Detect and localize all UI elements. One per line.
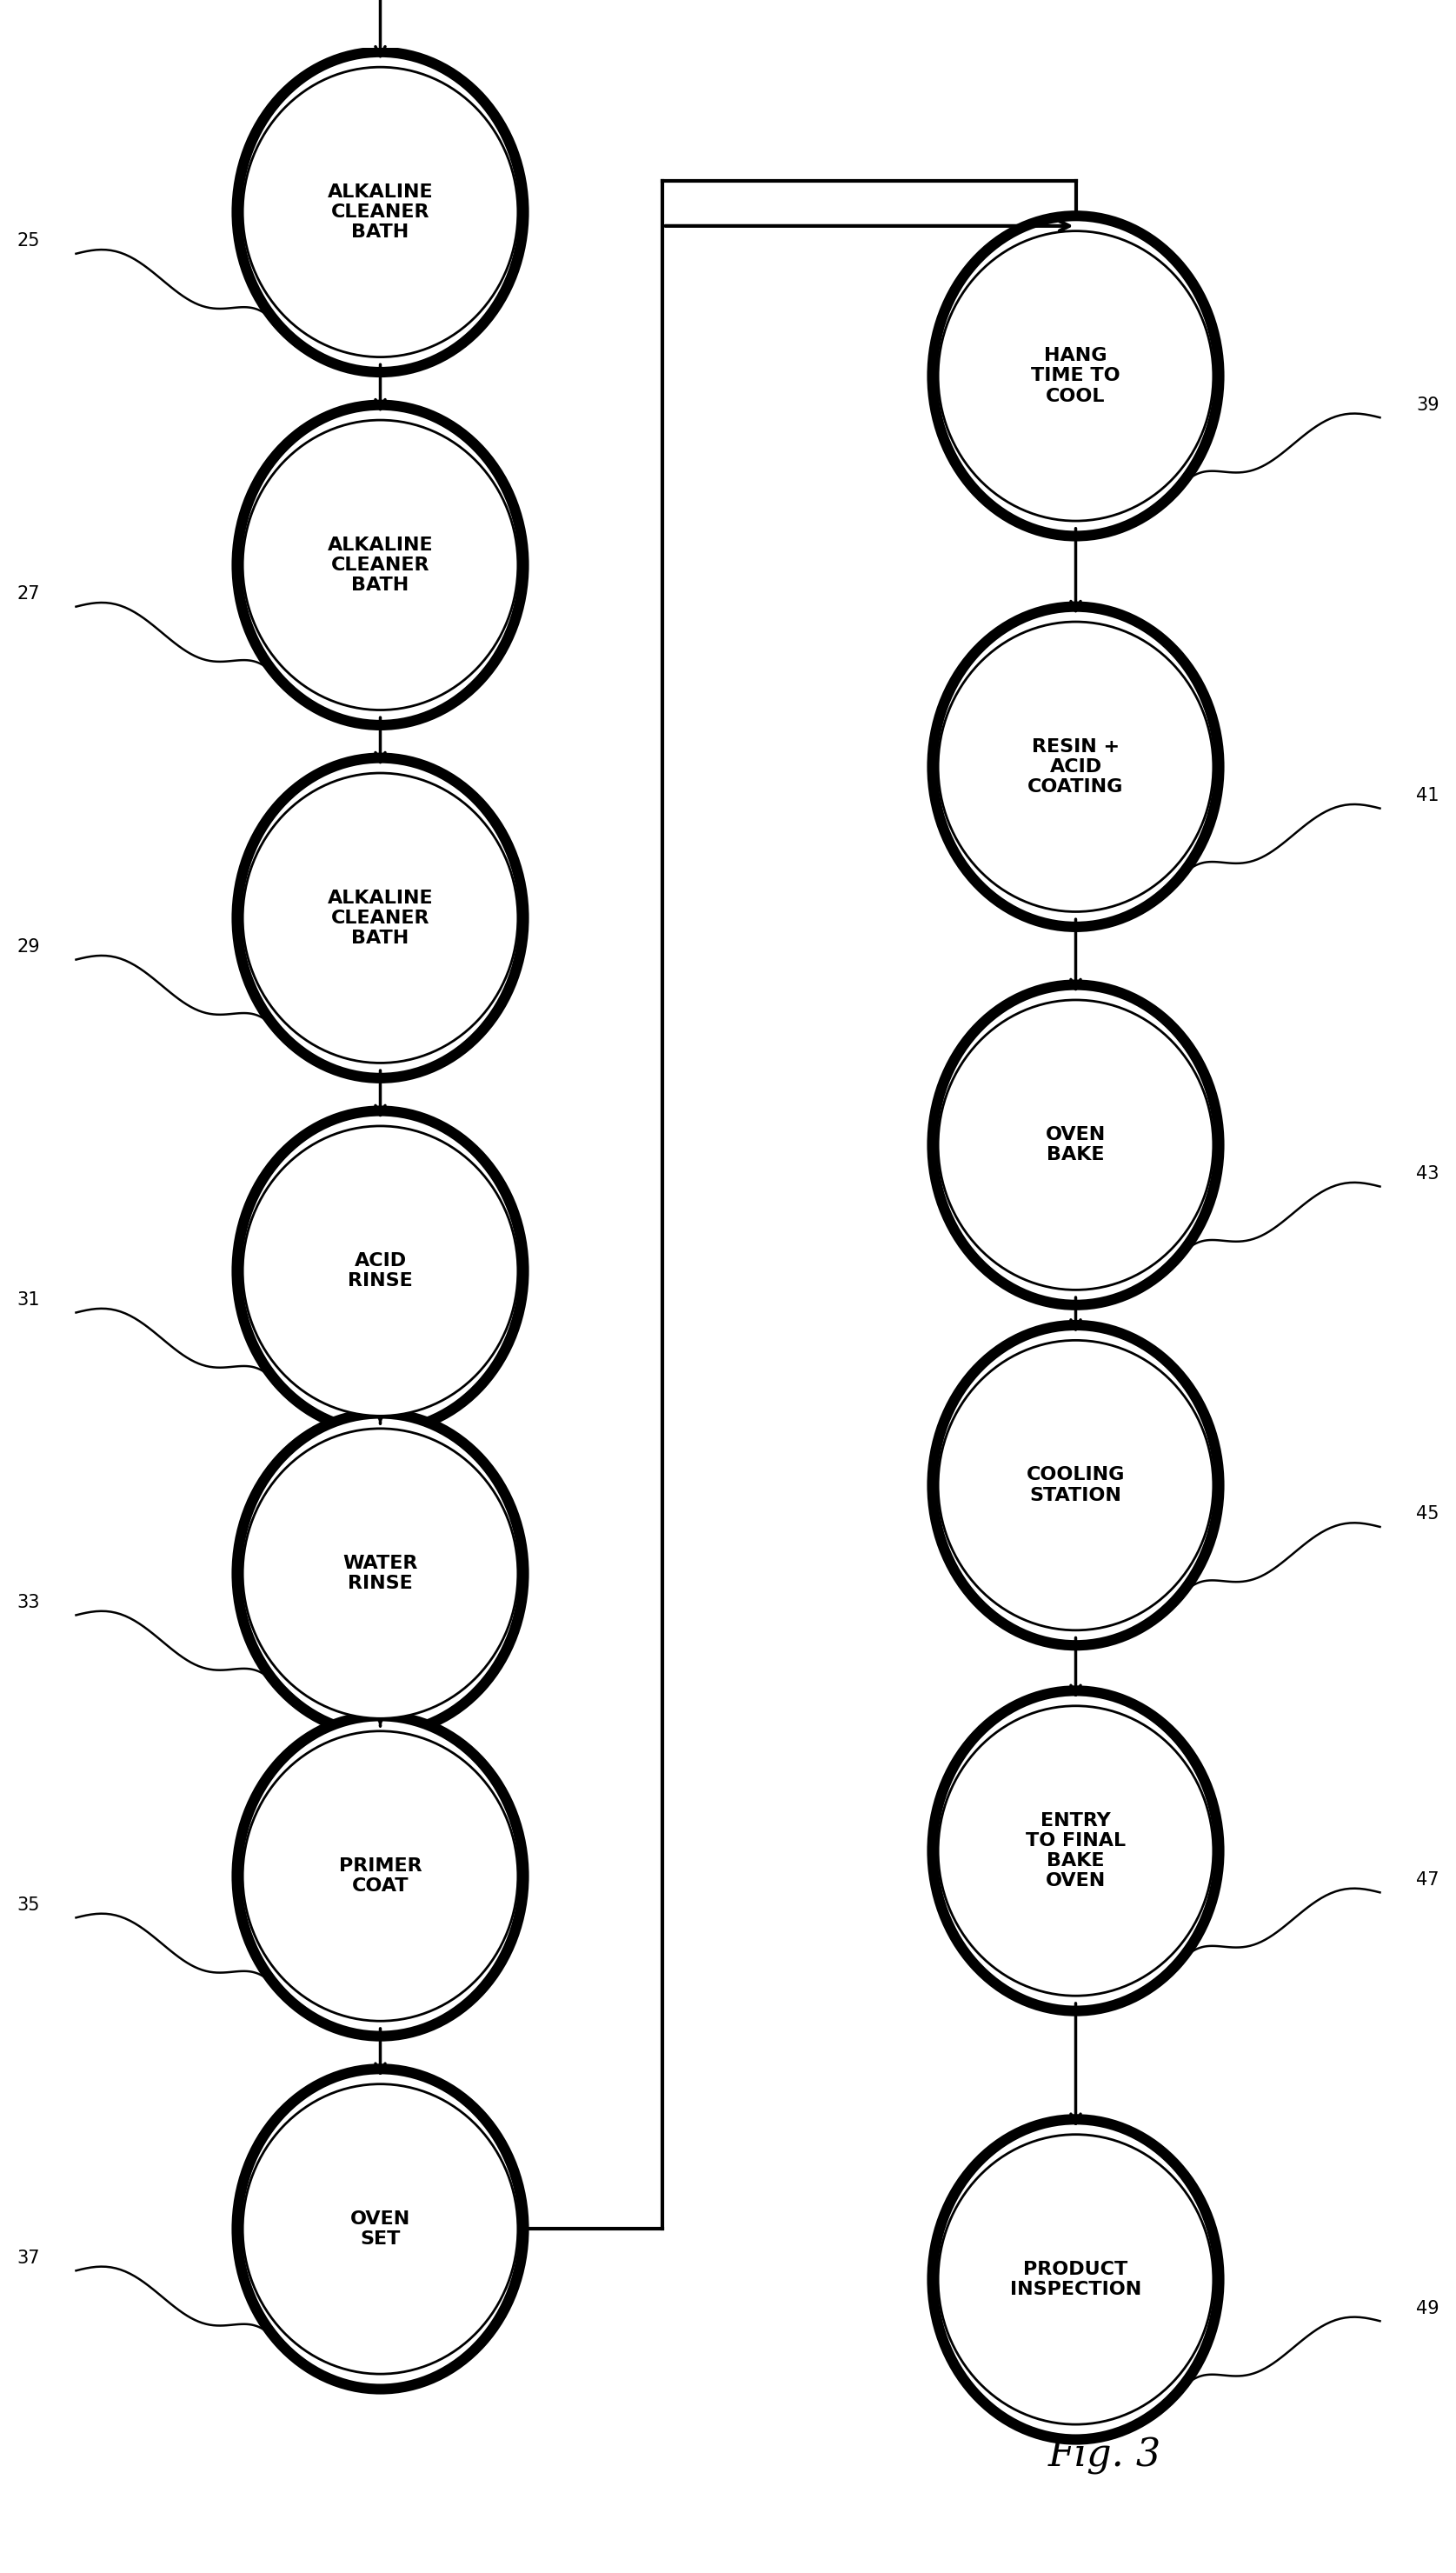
Ellipse shape [932,2120,1219,2439]
Ellipse shape [237,1716,524,2035]
Ellipse shape [243,67,518,358]
Ellipse shape [938,232,1213,520]
Ellipse shape [237,404,524,726]
Text: 27: 27 [17,584,39,602]
Ellipse shape [932,1325,1219,1644]
Text: OVEN
SET: OVEN SET [351,2210,411,2249]
Ellipse shape [237,1413,524,1734]
Text: PRIMER
COAT: PRIMER COAT [339,1858,422,1894]
Text: ALKALINE
CLEANER
BATH: ALKALINE CLEANER BATH [328,535,434,594]
Text: 47: 47 [1417,1871,1439,1889]
Ellipse shape [938,1001,1213,1289]
Text: 49: 49 [1417,2300,1440,2318]
Ellipse shape [938,2136,1213,2424]
Text: ENTRY
TO FINAL
BAKE
OVEN: ENTRY TO FINAL BAKE OVEN [1025,1811,1125,1889]
Text: 43: 43 [1417,1166,1439,1184]
Text: WATER
RINSE: WATER RINSE [342,1554,418,1593]
Ellipse shape [932,216,1219,535]
Ellipse shape [243,1127,518,1415]
Text: 41: 41 [1417,787,1439,805]
Ellipse shape [237,2069,524,2390]
Ellipse shape [938,1341,1213,1631]
Ellipse shape [243,419,518,710]
Ellipse shape [932,607,1219,926]
Text: 29: 29 [16,939,39,955]
Text: 39: 39 [1417,396,1440,414]
Text: ALKALINE
CLEANER
BATH: ALKALINE CLEANER BATH [328,183,434,242]
Ellipse shape [243,1428,518,1719]
Ellipse shape [237,51,524,373]
Ellipse shape [237,759,524,1078]
Text: 35: 35 [17,1896,39,1914]
Text: 33: 33 [17,1593,39,1611]
Text: RESIN +
ACID
COATING: RESIN + ACID COATING [1028,738,1124,795]
Ellipse shape [932,985,1219,1305]
Ellipse shape [243,2084,518,2375]
Ellipse shape [243,772,518,1063]
Text: 45: 45 [1417,1505,1439,1523]
Text: 31: 31 [17,1292,39,1310]
Text: ACID
RINSE: ACID RINSE [348,1253,414,1289]
Text: 37: 37 [17,2249,39,2267]
Ellipse shape [938,1706,1213,1997]
Text: Fig. 3: Fig. 3 [1048,2437,1162,2475]
Text: PRODUCT
INSPECTION: PRODUCT INSPECTION [1010,2262,1142,2298]
Ellipse shape [243,1732,518,2020]
Text: HANG
TIME TO
COOL: HANG TIME TO COOL [1031,347,1120,404]
Text: 25: 25 [17,232,39,250]
Ellipse shape [237,1112,524,1431]
Text: COOLING
STATION: COOLING STATION [1026,1467,1125,1505]
Ellipse shape [938,623,1213,911]
Text: OVEN
BAKE: OVEN BAKE [1045,1127,1105,1163]
Text: ALKALINE
CLEANER
BATH: ALKALINE CLEANER BATH [328,890,434,947]
Ellipse shape [932,1690,1219,2012]
